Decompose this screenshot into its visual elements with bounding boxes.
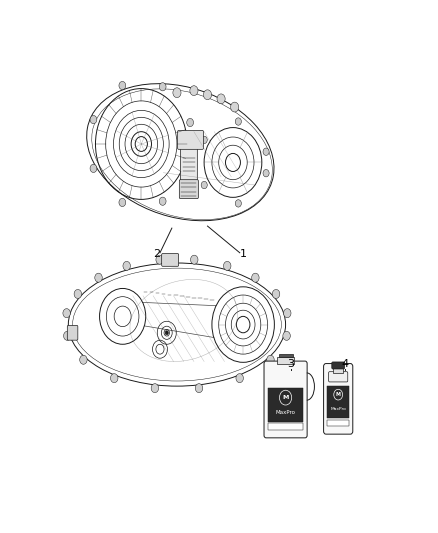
Circle shape (156, 255, 163, 264)
Circle shape (195, 384, 203, 393)
Bar (268, 423, 303, 430)
Circle shape (283, 309, 291, 318)
Circle shape (279, 390, 292, 405)
Text: M: M (336, 392, 341, 397)
Circle shape (217, 94, 225, 104)
Bar (333, 368, 343, 373)
Circle shape (119, 198, 126, 207)
FancyBboxPatch shape (67, 325, 78, 340)
Circle shape (236, 374, 244, 383)
Circle shape (110, 374, 118, 383)
FancyBboxPatch shape (332, 362, 345, 369)
Circle shape (252, 273, 259, 282)
Circle shape (201, 136, 207, 143)
Circle shape (201, 181, 207, 189)
Circle shape (63, 309, 71, 318)
Circle shape (267, 355, 274, 364)
Circle shape (95, 273, 102, 282)
Circle shape (263, 148, 269, 156)
FancyBboxPatch shape (162, 254, 179, 266)
Circle shape (190, 86, 198, 95)
Circle shape (123, 261, 131, 270)
Circle shape (334, 389, 343, 400)
FancyBboxPatch shape (264, 361, 307, 438)
Circle shape (64, 332, 71, 341)
Bar (279, 353, 293, 357)
Circle shape (90, 164, 97, 173)
Circle shape (74, 289, 81, 298)
Circle shape (283, 332, 290, 341)
FancyBboxPatch shape (178, 131, 203, 149)
FancyBboxPatch shape (324, 364, 353, 434)
Bar (268, 388, 303, 423)
Circle shape (187, 161, 194, 169)
Circle shape (263, 169, 269, 177)
Circle shape (187, 118, 194, 127)
Text: M: M (283, 395, 289, 400)
Text: MaxPro: MaxPro (330, 407, 346, 410)
Text: 2: 2 (153, 249, 160, 260)
Circle shape (159, 83, 166, 91)
Text: 1: 1 (240, 249, 247, 260)
Circle shape (119, 82, 126, 90)
FancyBboxPatch shape (179, 180, 198, 199)
Circle shape (191, 255, 198, 264)
FancyBboxPatch shape (328, 372, 348, 382)
Bar (277, 357, 294, 364)
Circle shape (223, 261, 231, 270)
Circle shape (235, 118, 241, 125)
Text: MaxPro: MaxPro (276, 410, 296, 415)
Circle shape (165, 330, 169, 335)
Circle shape (159, 197, 166, 205)
Circle shape (80, 355, 87, 364)
Circle shape (90, 116, 97, 124)
Circle shape (151, 384, 159, 393)
Bar (327, 419, 349, 426)
FancyBboxPatch shape (180, 146, 197, 183)
Circle shape (173, 88, 181, 98)
Circle shape (203, 90, 212, 100)
Text: 4: 4 (341, 359, 349, 369)
Bar (327, 386, 349, 418)
Text: 3: 3 (287, 359, 294, 369)
Circle shape (230, 102, 239, 112)
Circle shape (235, 200, 241, 207)
Circle shape (272, 289, 280, 298)
